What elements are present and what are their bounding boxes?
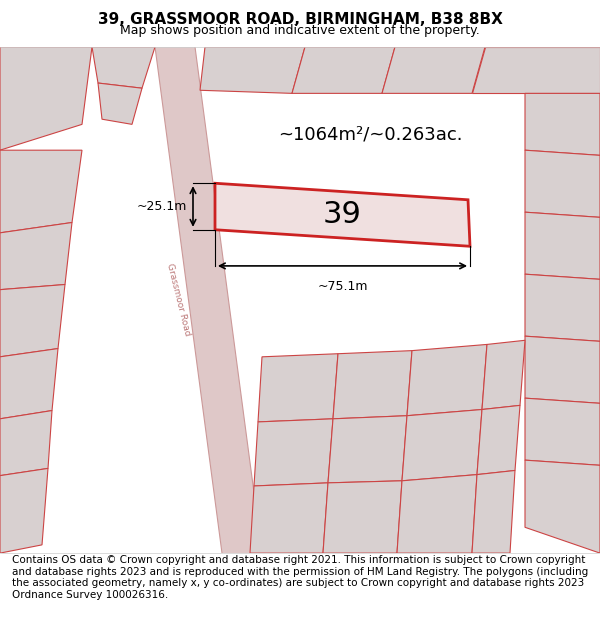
Polygon shape — [382, 47, 485, 93]
Text: 39: 39 — [323, 200, 361, 229]
Polygon shape — [525, 460, 600, 553]
Polygon shape — [525, 398, 600, 465]
Polygon shape — [0, 349, 58, 419]
Polygon shape — [472, 47, 600, 93]
Polygon shape — [215, 183, 470, 246]
Polygon shape — [482, 340, 525, 409]
Polygon shape — [328, 416, 407, 483]
Polygon shape — [323, 481, 402, 553]
Polygon shape — [477, 406, 520, 474]
Polygon shape — [92, 47, 155, 88]
Polygon shape — [333, 351, 412, 419]
Polygon shape — [0, 47, 92, 150]
Polygon shape — [254, 419, 333, 486]
Polygon shape — [402, 409, 482, 481]
Text: Grassmoor Road: Grassmoor Road — [164, 262, 191, 338]
Polygon shape — [525, 212, 600, 279]
Polygon shape — [250, 483, 328, 553]
Text: Map shows position and indicative extent of the property.: Map shows position and indicative extent… — [120, 24, 480, 36]
Polygon shape — [397, 474, 477, 553]
Polygon shape — [525, 274, 600, 341]
Polygon shape — [258, 354, 338, 422]
Polygon shape — [0, 222, 72, 289]
Polygon shape — [98, 83, 142, 124]
Text: 39, GRASSMOOR ROAD, BIRMINGHAM, B38 8BX: 39, GRASSMOOR ROAD, BIRMINGHAM, B38 8BX — [98, 12, 502, 27]
Polygon shape — [0, 468, 48, 553]
Text: ~1064m²/~0.263ac.: ~1064m²/~0.263ac. — [278, 126, 462, 144]
Polygon shape — [0, 411, 52, 476]
Polygon shape — [525, 336, 600, 403]
Text: ~75.1m: ~75.1m — [317, 281, 368, 293]
Polygon shape — [525, 93, 600, 156]
Polygon shape — [407, 344, 487, 416]
Polygon shape — [0, 284, 65, 357]
Text: ~25.1m: ~25.1m — [137, 200, 187, 213]
Polygon shape — [292, 47, 395, 93]
Polygon shape — [472, 471, 515, 553]
Text: Contains OS data © Crown copyright and database right 2021. This information is : Contains OS data © Crown copyright and d… — [12, 555, 588, 600]
Polygon shape — [525, 150, 600, 218]
Polygon shape — [200, 47, 305, 93]
Polygon shape — [0, 150, 82, 233]
Polygon shape — [155, 47, 262, 553]
